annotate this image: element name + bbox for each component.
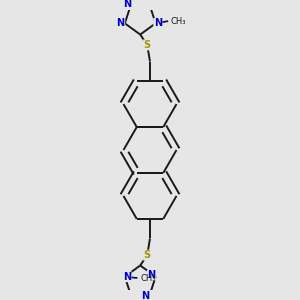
- Text: N: N: [117, 18, 125, 28]
- Text: S: S: [144, 40, 151, 50]
- Text: CH₃: CH₃: [140, 274, 156, 283]
- Text: N: N: [123, 0, 131, 9]
- Text: N: N: [147, 270, 155, 280]
- Text: N: N: [154, 18, 162, 28]
- Text: CH₃: CH₃: [171, 16, 187, 26]
- Text: N: N: [142, 291, 150, 300]
- Text: S: S: [144, 250, 151, 260]
- Text: N: N: [123, 272, 131, 282]
